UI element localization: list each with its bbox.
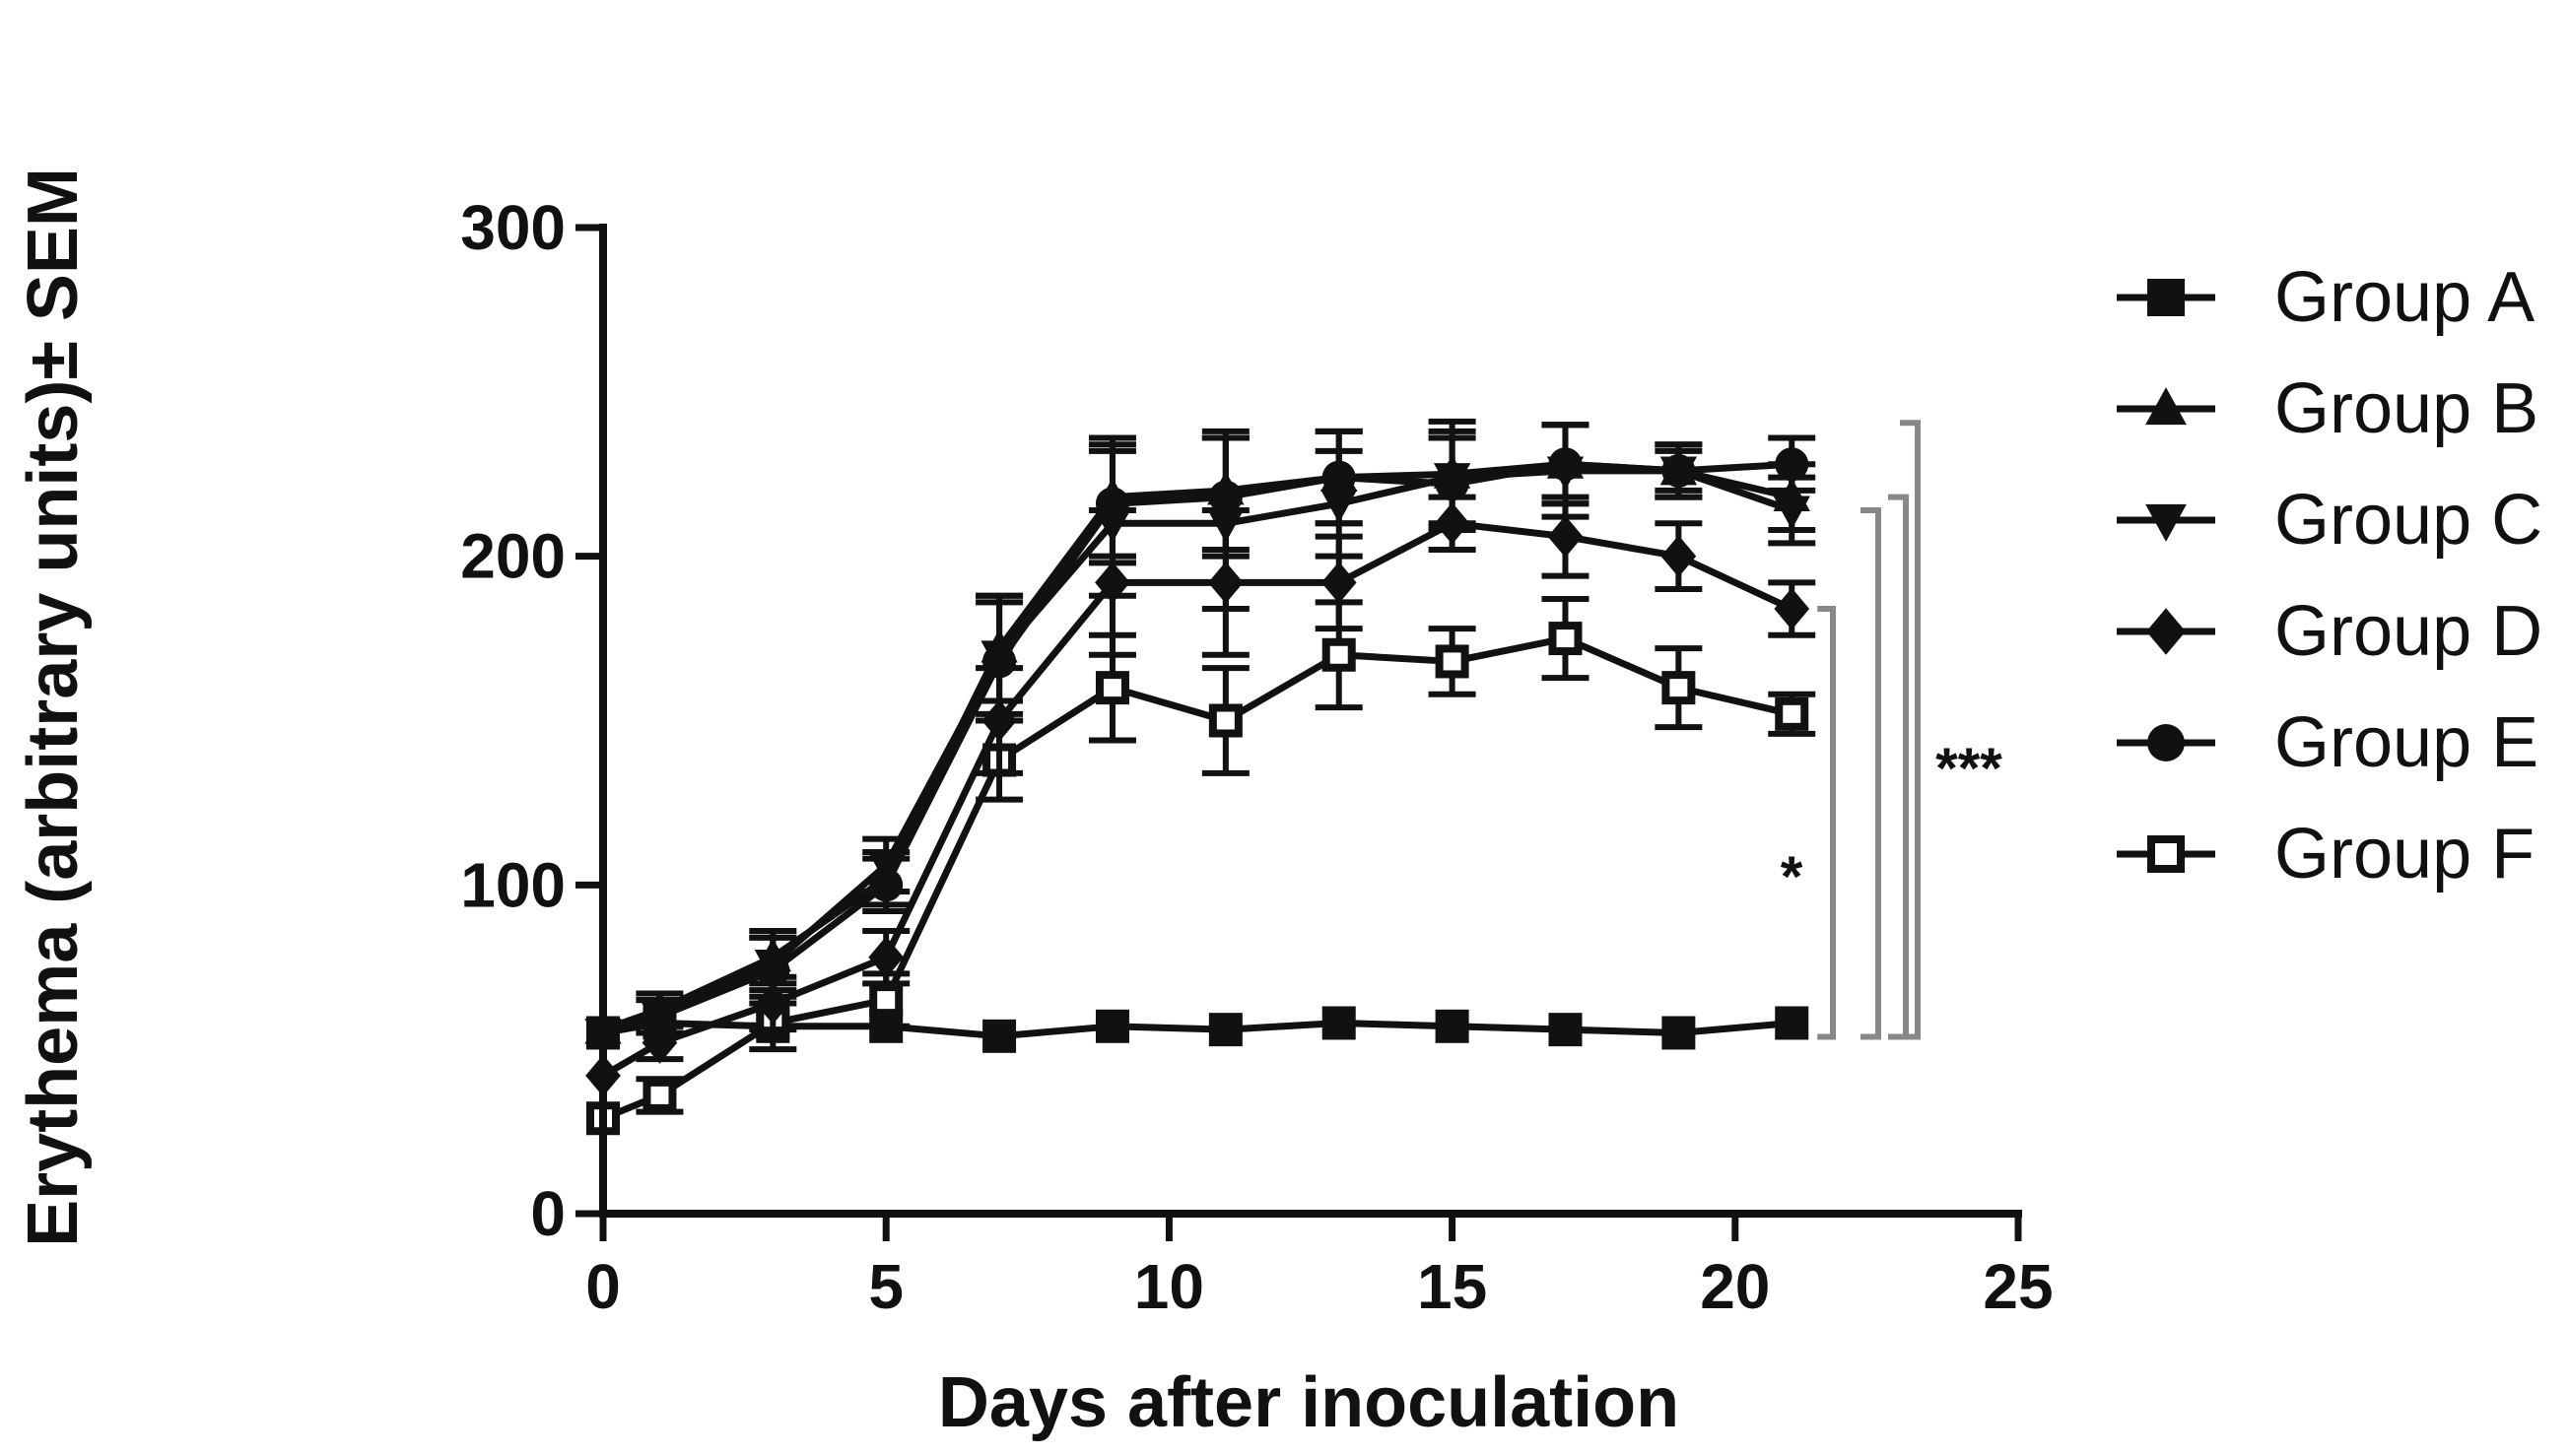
data-point: [1095, 487, 1129, 521]
data-point: [1661, 1016, 1696, 1050]
data-point: [1321, 460, 1356, 495]
significance-bracket: [1900, 420, 1921, 1040]
data-point: [982, 1019, 1017, 1053]
legend-marker: [2146, 608, 2186, 655]
legend-label: Group E: [2274, 703, 2538, 782]
x-tick-label: 5: [868, 1251, 904, 1322]
data-point: [1548, 1013, 1583, 1047]
series-line: [601, 460, 1793, 1033]
series-group-f: [586, 596, 1816, 1136]
data-point: [869, 868, 904, 902]
data-point: [1661, 671, 1696, 705]
x-tick-label: 10: [1134, 1251, 1204, 1322]
legend-marker: [2145, 503, 2187, 542]
y-tick-label: 300: [460, 192, 566, 263]
y-tick-label: 100: [460, 849, 566, 920]
data-point: [1774, 587, 1810, 630]
data-point: [1775, 696, 1809, 731]
legend-label: Group F: [2274, 815, 2535, 893]
series-group-e: [586, 422, 1816, 1050]
x-tick-label: 25: [1983, 1251, 2053, 1322]
data-point: [1208, 703, 1243, 738]
x-tick-label: 20: [1700, 1251, 1770, 1322]
data-point: [1321, 1006, 1356, 1040]
data-point: [1208, 480, 1243, 514]
y-axis-title: Erythema (arbitrary units)± SEM: [14, 167, 93, 1247]
data-point: [756, 954, 790, 988]
legend-item-group-d: Group D: [2117, 592, 2542, 671]
significance-bracket: [1888, 494, 1909, 1040]
significance-brackets: ****: [1781, 420, 2002, 1040]
data-point: [1547, 515, 1584, 558]
data-point: [869, 983, 904, 1018]
data-point: [868, 936, 905, 978]
legend-marker: [2147, 724, 2185, 761]
series-group-d: [585, 494, 1816, 1097]
data-point: [1095, 1009, 1129, 1043]
legend-item-group-f: Group F: [2117, 815, 2535, 893]
series-line: [602, 1019, 1792, 1040]
series-line: [602, 460, 1792, 1036]
x-tick-label: 0: [585, 1251, 621, 1322]
legend-label: Group A: [2274, 258, 2535, 337]
series-layer: [584, 418, 1816, 1136]
significance-bracket: [1860, 506, 1881, 1040]
data-point: [1775, 447, 1809, 482]
data-point: [1435, 1009, 1469, 1043]
legend-item-group-a: Group A: [2117, 258, 2535, 337]
data-point: [1660, 535, 1697, 577]
y-tick-label: 0: [530, 1178, 566, 1249]
data-point: [1661, 453, 1696, 488]
data-point: [1095, 671, 1129, 705]
x-axis-title: Days after inoculation: [938, 1363, 1679, 1442]
data-point: [1775, 1006, 1809, 1040]
significance-label: *: [1781, 845, 1803, 909]
y-tick-label: 200: [460, 521, 566, 592]
legend-label: Group D: [2274, 592, 2542, 671]
data-point: [642, 1078, 677, 1112]
data-point: [1435, 644, 1469, 679]
series-group-b: [584, 418, 1816, 1044]
legend-marker: [2147, 835, 2185, 873]
axes: 0 5 10 15 20 25 0 100 200 300: [460, 192, 2053, 1322]
significance-label: ***: [1935, 737, 2002, 801]
legend-marker: [2147, 279, 2185, 316]
data-point: [1435, 467, 1469, 501]
x-tick-label: 15: [1417, 1251, 1487, 1322]
series-line: [601, 519, 1793, 1079]
data-point: [1208, 1013, 1243, 1047]
data-point: [1548, 622, 1583, 656]
legend-item-group-c: Group C: [2117, 481, 2542, 560]
legend-label: Group C: [2274, 481, 2542, 560]
legend-item-group-e: Group E: [2117, 703, 2538, 782]
data-point: [1773, 478, 1810, 512]
significance-bracket: [1817, 606, 1836, 1040]
legend-label: Group B: [2274, 369, 2538, 448]
series-line: [602, 467, 1793, 1036]
data-point: [642, 999, 677, 1033]
series-line: [601, 634, 1793, 1122]
legend: Group A Group B Group C Group D Group E Group…: [2117, 258, 2542, 893]
legend-marker: [2145, 387, 2187, 426]
data-point: [1320, 562, 1357, 604]
data-point: [1548, 447, 1583, 482]
data-point: [1321, 637, 1356, 672]
data-point: [982, 644, 1017, 679]
legend-item-group-b: Group B: [2117, 369, 2538, 448]
